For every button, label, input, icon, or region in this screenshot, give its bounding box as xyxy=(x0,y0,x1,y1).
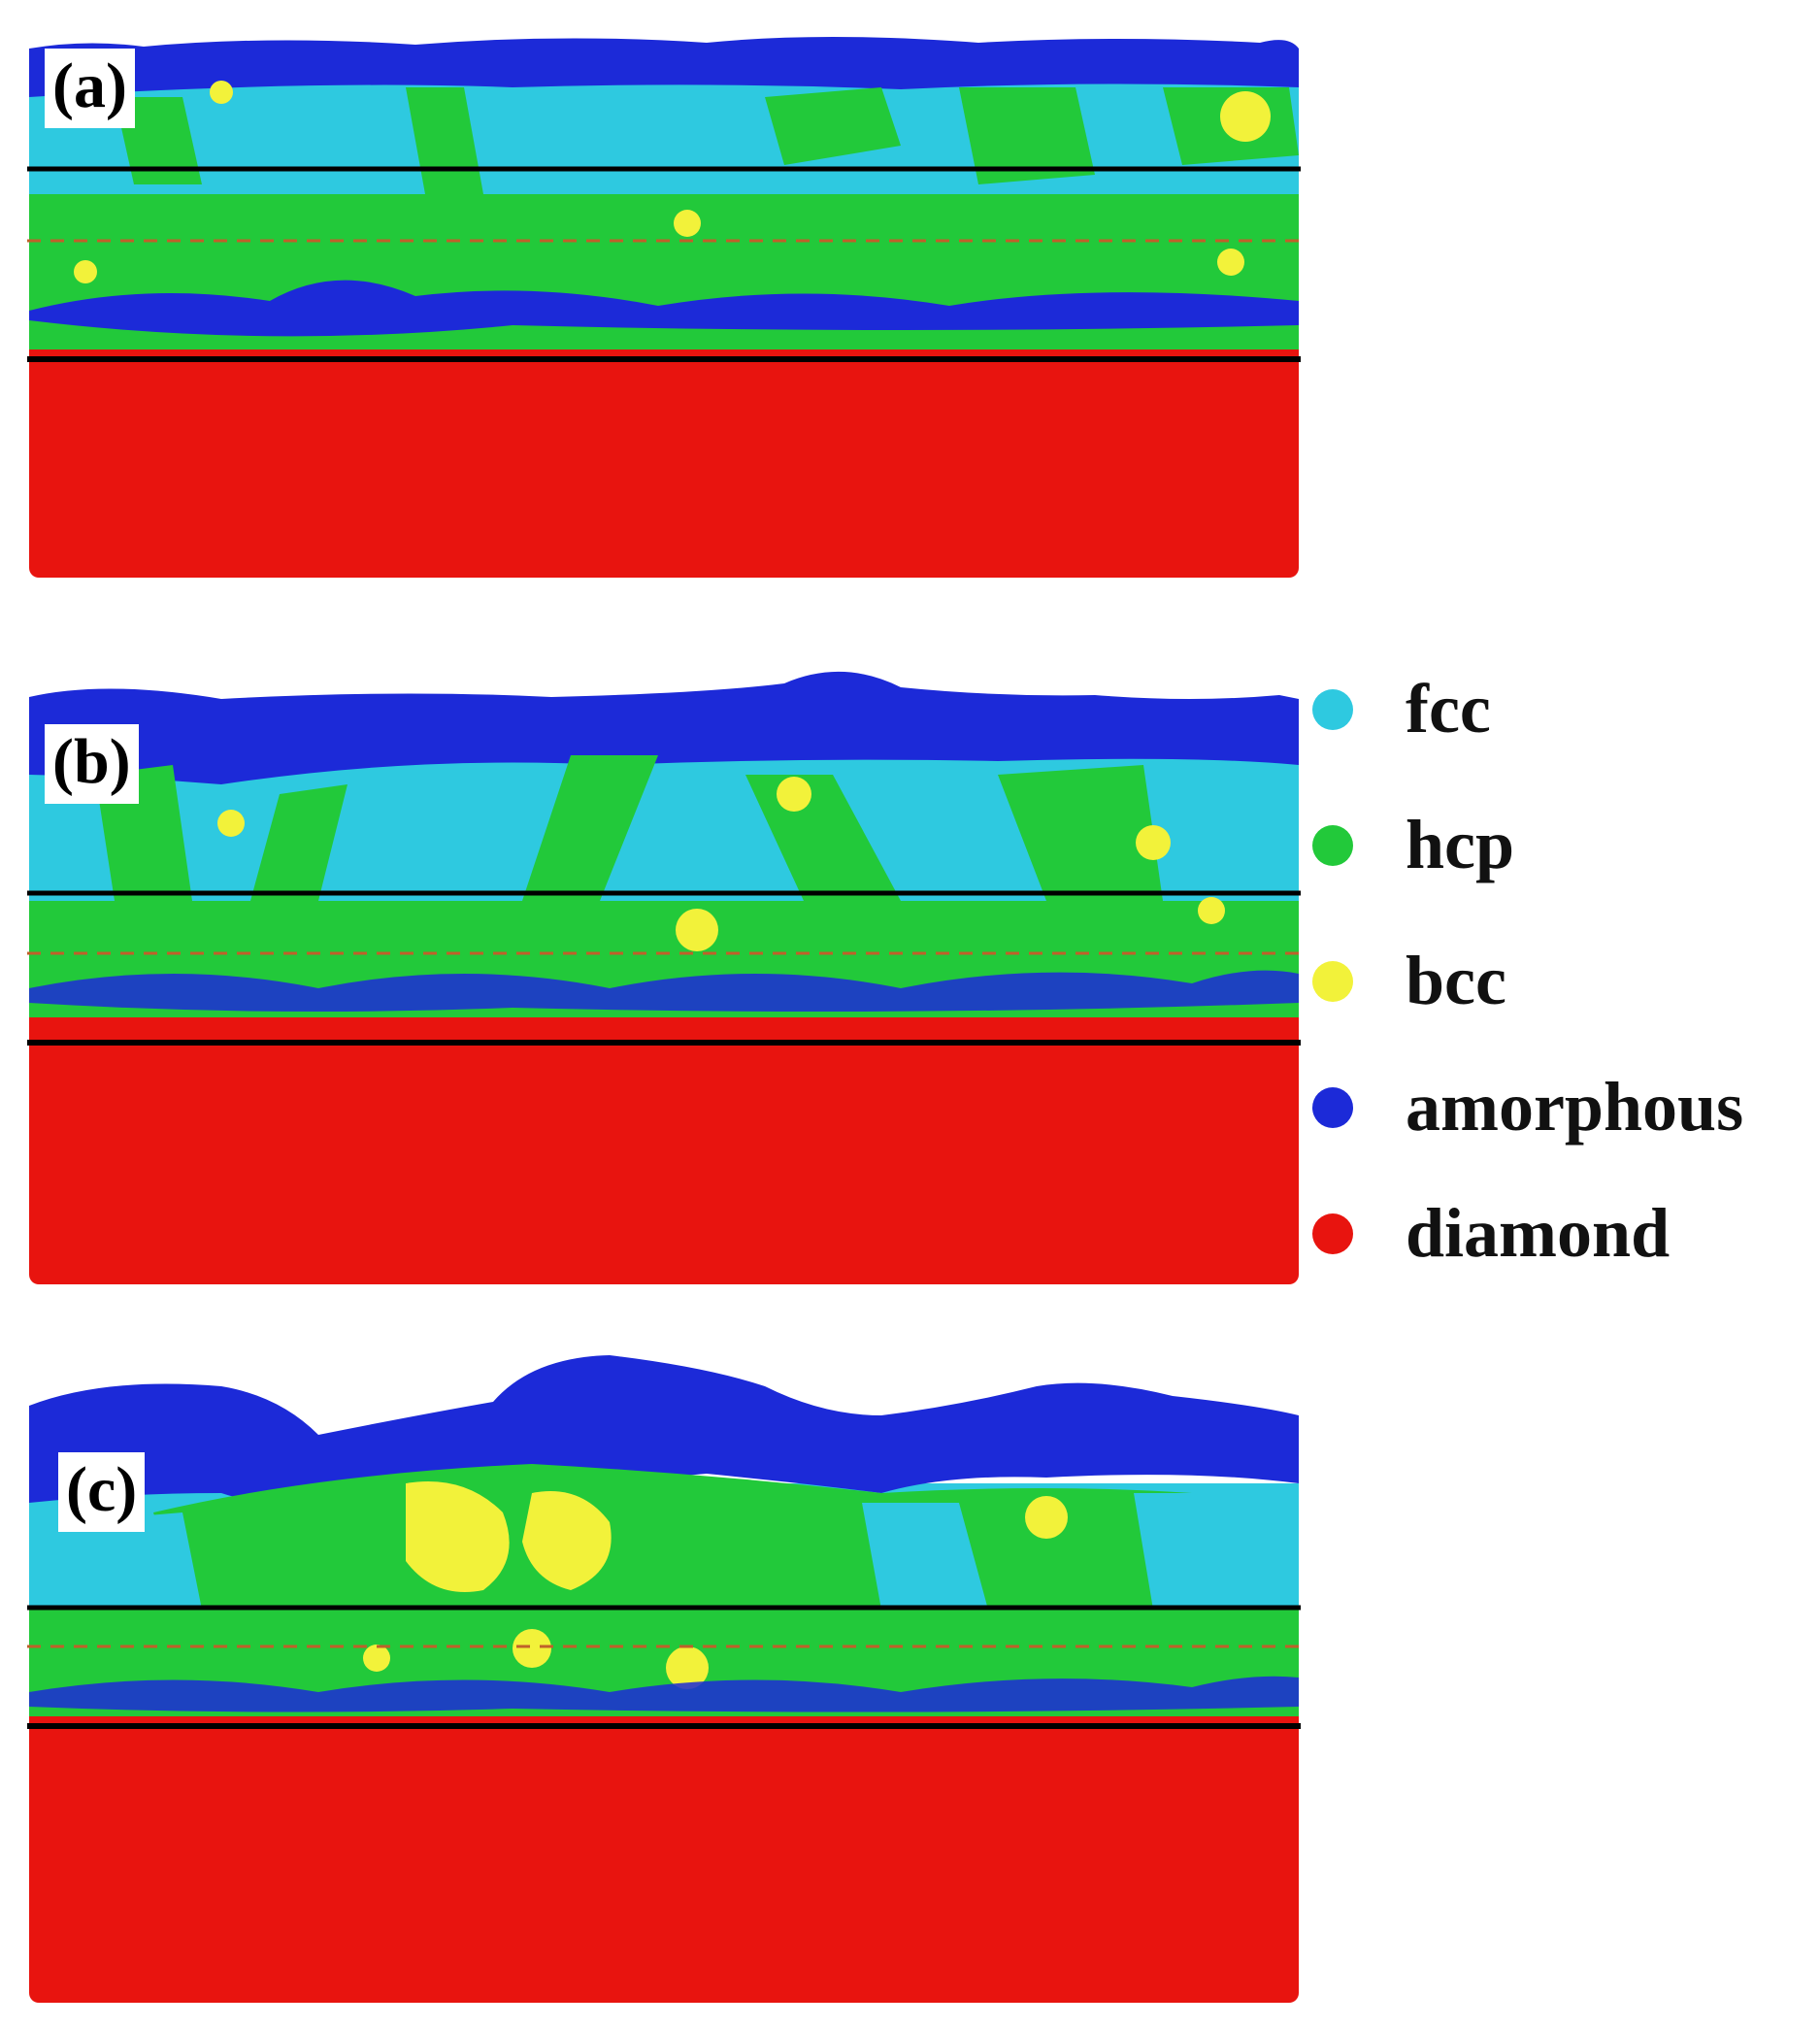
legend-item-hcp: hcp xyxy=(1312,806,1817,883)
hcp-stripe xyxy=(250,784,347,901)
hcp-stripe xyxy=(115,97,202,184)
panel-c: (c) xyxy=(27,1347,1301,2008)
panel-b-atoms xyxy=(27,671,1301,1284)
fcc-grain xyxy=(29,83,1299,194)
bcc-cluster xyxy=(1198,897,1225,924)
bcc-cluster xyxy=(666,1646,709,1689)
legend-item-fcc: fcc xyxy=(1312,670,1817,748)
legend-dot-hcp xyxy=(1312,825,1353,866)
legend-label-diamond: diamond xyxy=(1406,1194,1671,1272)
panel-c-atoms xyxy=(27,1355,1301,2003)
bcc-cluster xyxy=(210,81,233,104)
amorphous-interface xyxy=(29,1676,1299,1712)
bcc-cluster xyxy=(74,260,97,283)
amorphous-surface xyxy=(29,37,1299,97)
diamond-substrate xyxy=(29,320,1299,578)
panel-a: (a) xyxy=(27,29,1301,582)
legend-dot-fcc xyxy=(1312,689,1353,730)
fcc-grain-patch xyxy=(862,1503,988,1610)
amorphous-interface xyxy=(29,280,1299,337)
fcc-grain-patch xyxy=(1134,1493,1299,1610)
hcp-stripe xyxy=(998,765,1163,901)
panel-label-a: (a) xyxy=(45,49,135,128)
diamond-substrate xyxy=(29,1697,1299,2003)
panel-label-b: (b) xyxy=(45,724,139,804)
diamond-substrate xyxy=(29,998,1299,1284)
legend-item-diamond: diamond xyxy=(1312,1194,1817,1272)
panel-b: (b) xyxy=(27,668,1301,1289)
amorphous-interface xyxy=(29,970,1299,1012)
legend-label-amorphous: amorphous xyxy=(1406,1068,1744,1146)
legend-label-fcc: fcc xyxy=(1406,670,1491,748)
fcc-grain-patch xyxy=(66,1512,202,1610)
hcp-stripe xyxy=(522,755,658,901)
legend-dot-amorphous xyxy=(1312,1087,1353,1128)
legend-dot-bcc xyxy=(1312,961,1353,1002)
bcc-cluster xyxy=(777,777,811,812)
bcc-cluster xyxy=(1136,825,1171,860)
bcc-cluster xyxy=(406,1481,510,1592)
legend-label-hcp: hcp xyxy=(1406,806,1515,883)
amorphous-surface xyxy=(29,1355,1299,1503)
legend-item-bcc: bcc xyxy=(1312,942,1817,1019)
bcc-cluster xyxy=(363,1645,390,1672)
amorphous-surface xyxy=(29,671,1299,784)
hcp-stripe xyxy=(959,87,1095,184)
bcc-cluster xyxy=(676,909,718,951)
bcc-cluster xyxy=(217,810,245,837)
panel-label-c: (c) xyxy=(58,1452,146,1532)
bcc-cluster xyxy=(513,1629,551,1668)
legend-dot-diamond xyxy=(1312,1213,1353,1254)
bcc-cluster xyxy=(674,210,701,237)
bcc-cluster xyxy=(1025,1496,1068,1539)
bcc-cluster xyxy=(522,1491,612,1590)
hcp-stripe xyxy=(765,87,901,165)
bcc-cluster xyxy=(1217,249,1244,276)
bcc-cluster xyxy=(1220,91,1271,142)
legend-label-bcc: bcc xyxy=(1406,942,1506,1019)
legend-item-amorphous: amorphous xyxy=(1312,1068,1817,1146)
panel-a-atoms xyxy=(27,37,1301,578)
